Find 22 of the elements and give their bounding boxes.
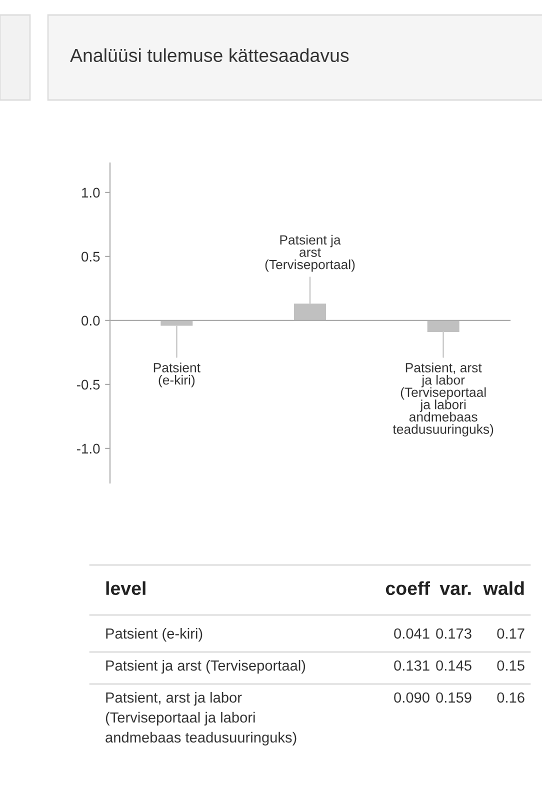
- text: 0.159: [436, 692, 472, 703]
- text: 0.090: [394, 692, 430, 703]
- text: wald: [483, 581, 524, 596]
- text: coeff: [386, 581, 430, 596]
- y-tick-label: 0.5: [82, 252, 100, 262]
- text: var.: [440, 584, 471, 596]
- text: 0.17: [497, 628, 524, 639]
- y-tick-label: -0.5: [76, 380, 100, 390]
- text: level: [106, 581, 146, 596]
- text: 0.145: [436, 660, 472, 671]
- text: 0.16: [497, 692, 524, 703]
- y-tick-label: 1.0: [82, 188, 100, 198]
- text: 0.173: [436, 628, 472, 639]
- text: 0.15: [497, 660, 524, 671]
- y-tick-label: -1.0: [76, 444, 100, 454]
- chart-title: Analüüsi tulemuse kättesaadavus: [70, 48, 349, 62]
- text: Patsient ja arst (Terviseportaal): [106, 660, 306, 674]
- text: Patsient (e-kiri): [106, 628, 202, 642]
- text: 0.131: [394, 660, 430, 671]
- text: 0.041: [394, 628, 430, 639]
- y-tick-label: 0.0: [82, 316, 100, 326]
- text: Patsient, arst ja labor (Terviseportaal ja labori andmebaas teadusuuringuks): [106, 692, 296, 746]
